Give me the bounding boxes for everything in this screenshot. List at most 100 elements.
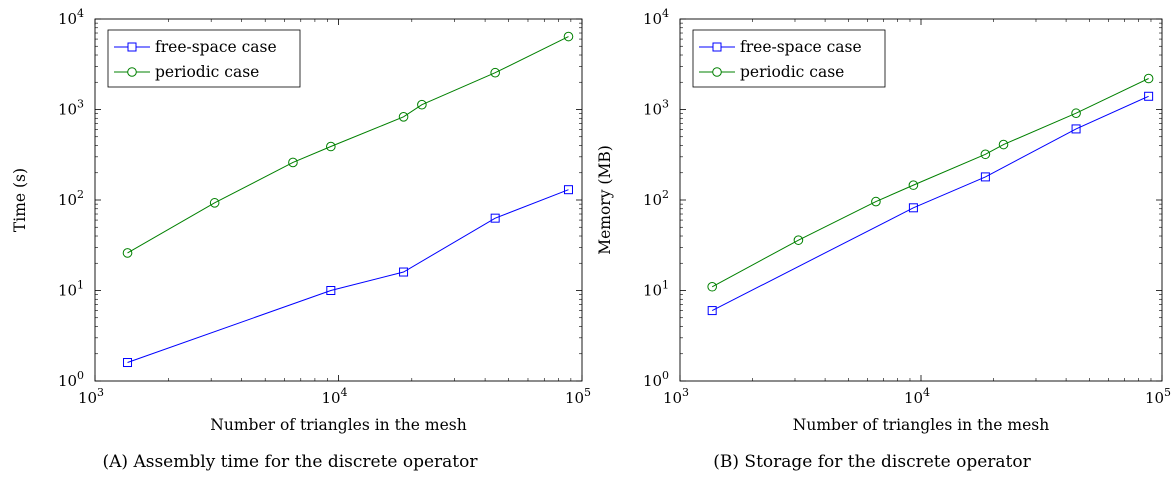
legend: free-space case periodic case <box>107 29 301 88</box>
series-line <box>127 189 569 363</box>
axes-frame <box>94 18 583 382</box>
data-point-square <box>399 267 409 277</box>
y-tick-exponent: 1 <box>77 279 84 292</box>
y-axis-label: Memory (MB) <box>596 145 614 255</box>
x-tick-exponent: 4 <box>923 386 930 399</box>
caption-text: Storage for the discrete operator <box>744 452 1031 472</box>
data-point-circle <box>871 196 881 207</box>
data-point-circle <box>908 180 919 190</box>
series-1 <box>707 91 1154 316</box>
y-tick-base: 10 <box>643 191 662 209</box>
y-tick-exponent: 0 <box>662 369 669 382</box>
caption-text: Assembly time for the discrete operator <box>132 452 478 472</box>
y-tick-label: 103 <box>58 98 84 119</box>
x-tick-base: 10 <box>321 389 340 407</box>
data-point-square <box>980 172 990 182</box>
y-tick-base: 10 <box>58 282 77 300</box>
series-2 <box>122 31 574 258</box>
data-point-circle <box>490 67 500 78</box>
x-tick-exponent: 5 <box>584 386 591 399</box>
legend-label: periodic case <box>740 63 844 81</box>
x-tick-base: 10 <box>904 389 923 407</box>
axes-frame <box>679 18 1163 382</box>
series-1 <box>123 185 573 368</box>
data-point-circle <box>563 31 574 42</box>
y-tick-base: 10 <box>58 191 77 209</box>
data-point-square <box>123 358 133 368</box>
legend-label: free-space case <box>740 38 862 56</box>
data-point-circle <box>998 139 1009 150</box>
series-line <box>711 95 1149 312</box>
y-tick-base: 10 <box>58 10 77 28</box>
y-tick-exponent: 4 <box>77 7 84 20</box>
y-tick-exponent: 3 <box>77 98 84 111</box>
caption-tag: (B) <box>713 452 739 472</box>
y-tick-base: 10 <box>643 282 662 300</box>
y-tick-base: 10 <box>643 10 662 28</box>
x-tick-label: 104 <box>321 386 347 407</box>
series-2 <box>707 73 1154 292</box>
legend-label: periodic case <box>155 63 259 81</box>
x-tick-base: 10 <box>565 389 584 407</box>
y-tick-label: 101 <box>643 279 669 300</box>
y-tick-label: 101 <box>58 279 84 300</box>
y-tick-label: 102 <box>643 188 669 209</box>
data-point-circle <box>980 149 991 160</box>
data-point-square <box>908 203 918 213</box>
data-point-circle <box>417 99 427 110</box>
x-tick-base: 10 <box>1145 389 1164 407</box>
x-tick-label: 103 <box>663 386 689 407</box>
data-point-square <box>1144 91 1154 101</box>
legend: free-space case periodic case <box>692 29 886 88</box>
data-point-square <box>490 213 500 223</box>
data-point-circle <box>793 235 804 245</box>
y-tick-exponent: 2 <box>662 188 669 201</box>
data-point-circle <box>1143 73 1154 84</box>
x-tick-exponent: 4 <box>341 386 348 399</box>
caption-tag: (A) <box>102 452 128 472</box>
y-tick-exponent: 2 <box>77 188 84 201</box>
x-tick-base: 10 <box>663 389 682 407</box>
data-point-circle <box>398 112 409 122</box>
y-tick-label: 103 <box>643 98 669 119</box>
x-tick-label: 105 <box>565 386 591 407</box>
y-tick-label: 104 <box>643 7 669 28</box>
data-point-circle <box>1071 108 1081 119</box>
series-line <box>127 36 569 254</box>
x-tick-label: 105 <box>1145 386 1171 407</box>
x-tick-exponent: 3 <box>97 386 104 399</box>
y-tick-exponent: 0 <box>77 369 84 382</box>
legend-marker-circle <box>127 67 137 77</box>
y-tick-base: 10 <box>58 101 77 119</box>
legend-box <box>692 29 886 88</box>
y-tick-label: 102 <box>58 188 84 209</box>
legend-box <box>107 29 301 88</box>
minor-ticks <box>680 19 1162 381</box>
figure-caption: (A) Assembly time for the discrete opera… <box>102 452 478 472</box>
data-point-square <box>707 306 717 316</box>
legend-label: free-space case <box>155 38 277 56</box>
y-tick-label: 100 <box>58 369 84 390</box>
data-point-circle <box>122 248 133 258</box>
y-tick-exponent: 4 <box>662 7 669 20</box>
data-point-circle <box>326 141 336 152</box>
x-tick-label: 103 <box>78 386 104 407</box>
x-tick-exponent: 5 <box>1164 386 1171 399</box>
data-point-circle <box>288 157 298 168</box>
y-tick-label: 100 <box>643 369 669 390</box>
x-tick-exponent: 3 <box>682 386 689 399</box>
legend-marker-square <box>712 42 722 52</box>
data-point-square <box>563 185 573 195</box>
x-tick-label: 104 <box>904 386 930 407</box>
y-tick-exponent: 1 <box>662 279 669 292</box>
legend-marker-circle <box>712 67 722 77</box>
data-point-circle <box>707 281 717 292</box>
series-line <box>711 78 1149 288</box>
y-axis-label: Time (s) <box>11 168 29 232</box>
figure-caption: (B) Storage for the discrete operator <box>713 452 1031 472</box>
minor-ticks <box>95 19 582 381</box>
